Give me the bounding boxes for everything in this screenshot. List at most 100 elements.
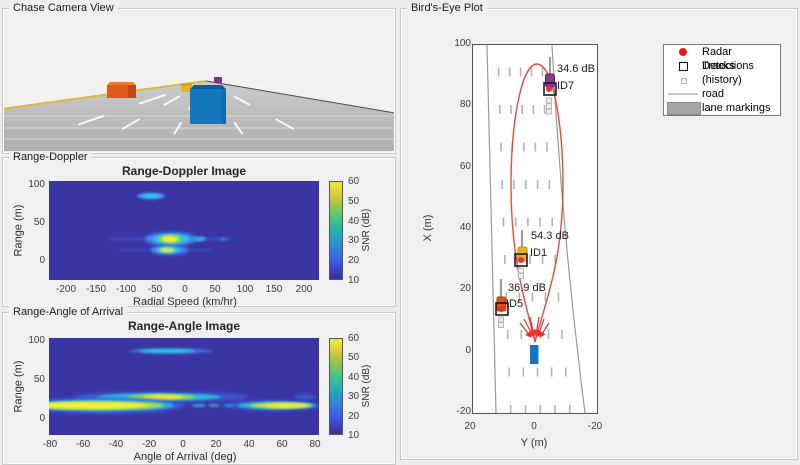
rd-xtick: -200 (55, 284, 76, 295)
be-ytick: 60 (459, 161, 471, 172)
lane-dash (504, 255, 506, 264)
be-xtick: -20 (587, 421, 603, 432)
lane-dash (527, 217, 529, 227)
detection-velocity-arrows (519, 316, 550, 339)
ra-xtick: -80 (42, 439, 58, 450)
orange-truck (107, 82, 136, 98)
ra-colorbar-label: SNR (dB) (361, 364, 372, 408)
lane-markings (497, 67, 571, 413)
panel-range-doppler: Range-Doppler Range-Doppler Image (2, 151, 396, 308)
range-angle-image (49, 338, 319, 435)
lane-dash (534, 142, 537, 152)
panel-range-doppler-label: Range-Doppler (9, 151, 92, 164)
ego-vehicle (530, 345, 539, 364)
lane-dash (557, 292, 560, 302)
panel-range-angle-label: Range-Angle of Arrival (9, 306, 128, 319)
lane-dash (500, 142, 502, 152)
history-marker (546, 108, 552, 115)
panel-birds-eye: Bird's-Eye Plot (400, 2, 798, 460)
lane-dash (550, 367, 553, 377)
panel-range-angle: Range-Angle of Arrival Range-Angle Image (2, 306, 396, 465)
ra-colorbar (329, 338, 343, 435)
panel-chase-camera: Chase Camera View (2, 2, 396, 154)
lane-dash (543, 105, 546, 114)
legend-row-road: road (664, 87, 780, 101)
ra-xtick: 80 (309, 439, 321, 450)
annotation-id1-id: ID1 (530, 247, 548, 259)
history-marker (546, 103, 552, 109)
history-marker (518, 267, 524, 274)
ra-xlabel: Angle of Arrival (deg) (133, 451, 237, 463)
ra-xtick: -40 (108, 439, 124, 450)
lane-dash (508, 367, 510, 377)
history-marker (498, 322, 504, 328)
lane-dash (497, 67, 500, 77)
lane-dash (510, 105, 512, 114)
rd-cbtick: 50 (348, 196, 360, 207)
rd-xtick: 0 (182, 284, 188, 295)
lane-dash (522, 367, 525, 377)
track-square-icon (679, 62, 688, 71)
lane-dash (523, 142, 525, 152)
rd-xlabel: Radial Speed (km/hr) (133, 296, 237, 308)
history-square-icon (681, 78, 687, 84)
lane-dash (544, 292, 547, 302)
lane-dash (516, 255, 519, 264)
ra-cbtick: 60 (348, 333, 360, 344)
rd-colorbar-label: SNR (dB) (361, 208, 372, 252)
yellow-car (181, 84, 192, 92)
lane-dash (521, 105, 523, 114)
lane-dash (530, 67, 533, 77)
ra-xtick: 40 (243, 439, 255, 450)
rd-detection-85m (137, 192, 165, 200)
lane-dash (536, 180, 539, 189)
ra-xtick: 0 (180, 439, 186, 450)
ra-xtick: -60 (75, 439, 91, 450)
annotation-id1-snr: 54.3 dB (531, 230, 569, 242)
ra-xtick: 60 (276, 439, 288, 450)
annotation-id5-snr: 36.9 dB (508, 282, 546, 294)
range-angle-title: Range-Angle Image (127, 319, 241, 333)
lane-dash (502, 217, 505, 227)
history-marker (498, 316, 504, 323)
legend-row-history: (history) (664, 73, 780, 87)
lane-dash (536, 367, 539, 377)
ra-feature-15m-right (228, 400, 319, 411)
rd-cbtick: 20 (348, 255, 360, 266)
ra-cbtick: 20 (348, 411, 360, 422)
ra-ytick: 50 (33, 374, 45, 385)
be-ytick: 40 (459, 222, 471, 233)
rd-detection-14m (119, 245, 213, 255)
lane-dash (524, 405, 527, 413)
track-id1 (514, 230, 528, 279)
rd-cbtick: 60 (348, 176, 360, 187)
lane-dash (525, 180, 527, 189)
road-edge-left (486, 45, 497, 413)
annotation-id7-snr: 34.6 dB (557, 63, 595, 75)
be-ytick: 0 (465, 345, 471, 356)
track-marker (514, 253, 528, 267)
rd-xtick: -150 (85, 284, 106, 295)
lane-dash (541, 67, 544, 77)
lane-dash (548, 180, 551, 189)
ra-ytick: 100 (28, 335, 45, 346)
track-marker (495, 302, 509, 316)
lane-dash (514, 217, 517, 227)
be-ytick: 20 (459, 283, 471, 294)
radar-detection (546, 86, 552, 92)
lane-dash (518, 292, 521, 302)
annotation-id7-id: ID7 (557, 80, 575, 92)
road-edge-right (551, 45, 586, 413)
lane-dash (529, 255, 531, 264)
ra-ylabel: Range (m) (12, 360, 25, 413)
lane-dash (551, 217, 553, 227)
ra-xtick: 20 (210, 439, 222, 450)
be-xlabel: Y (m) (520, 437, 548, 449)
lane-dash (506, 330, 509, 339)
be-ytick: 100 (454, 38, 471, 49)
range-doppler-title: Range-Doppler Image (121, 164, 247, 178)
lane-dash (532, 105, 535, 114)
history-marker (546, 97, 552, 104)
rd-cbtick: 30 (348, 235, 360, 246)
